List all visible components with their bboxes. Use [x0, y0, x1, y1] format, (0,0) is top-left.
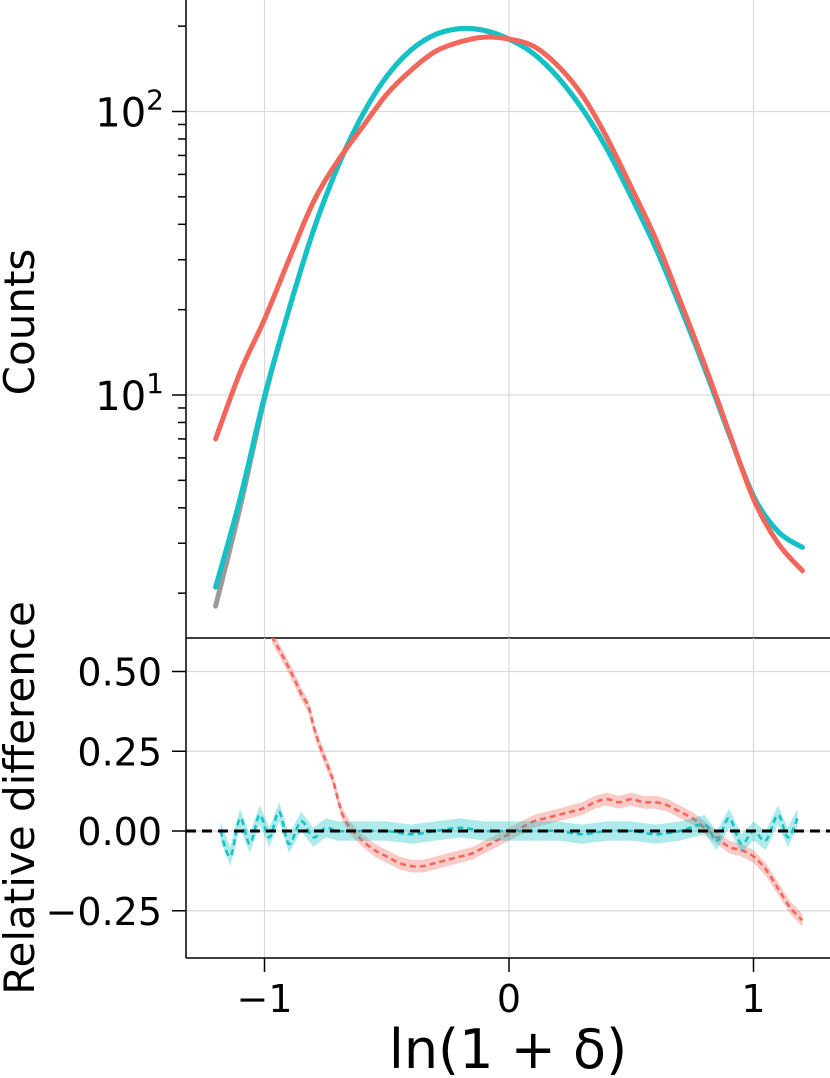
bottom-y-tick-label: −0.25 — [46, 890, 162, 934]
bottom-band-red — [271, 638, 803, 927]
top-gridlines — [186, 0, 830, 638]
bottom-gridlines — [186, 638, 830, 958]
x-axis-title: ln(1 + δ) — [389, 1018, 627, 1078]
top-series-group — [213, 25, 805, 609]
bottom-y-axis-title: Relative difference — [0, 601, 44, 995]
bottom-panel: 0.50 0.25 0.00 −0.25 −1 0 1 — [46, 638, 830, 1021]
bottom-y-tick-label: 0.50 — [77, 651, 162, 695]
top-series-red — [213, 34, 805, 574]
bottom-x-axis: −1 0 1 — [186, 957, 830, 1021]
top-y-tick-label: 102 — [95, 84, 164, 137]
bottom-y-axis: 0.50 0.25 0.00 −0.25 — [46, 638, 187, 958]
bottom-series-red — [271, 638, 804, 922]
top-y-axis-title: Counts — [0, 249, 44, 396]
bottom-series-cyan — [219, 810, 799, 858]
top-panel: 101 102 — [95, 0, 830, 639]
bottom-y-tick-label: 0.00 — [77, 810, 162, 854]
bottom-y-tick-label: 0.25 — [77, 730, 162, 774]
bottom-series-group — [186, 638, 830, 927]
bottom-x-tick-label: 0 — [497, 977, 521, 1021]
bottom-x-tick-label: 1 — [741, 977, 765, 1021]
top-y-axis: 101 102 — [95, 0, 830, 639]
top-y-tick-label: 101 — [95, 367, 164, 420]
bottom-band-cyan — [220, 802, 798, 867]
bottom-x-tick-label: −1 — [236, 977, 292, 1021]
